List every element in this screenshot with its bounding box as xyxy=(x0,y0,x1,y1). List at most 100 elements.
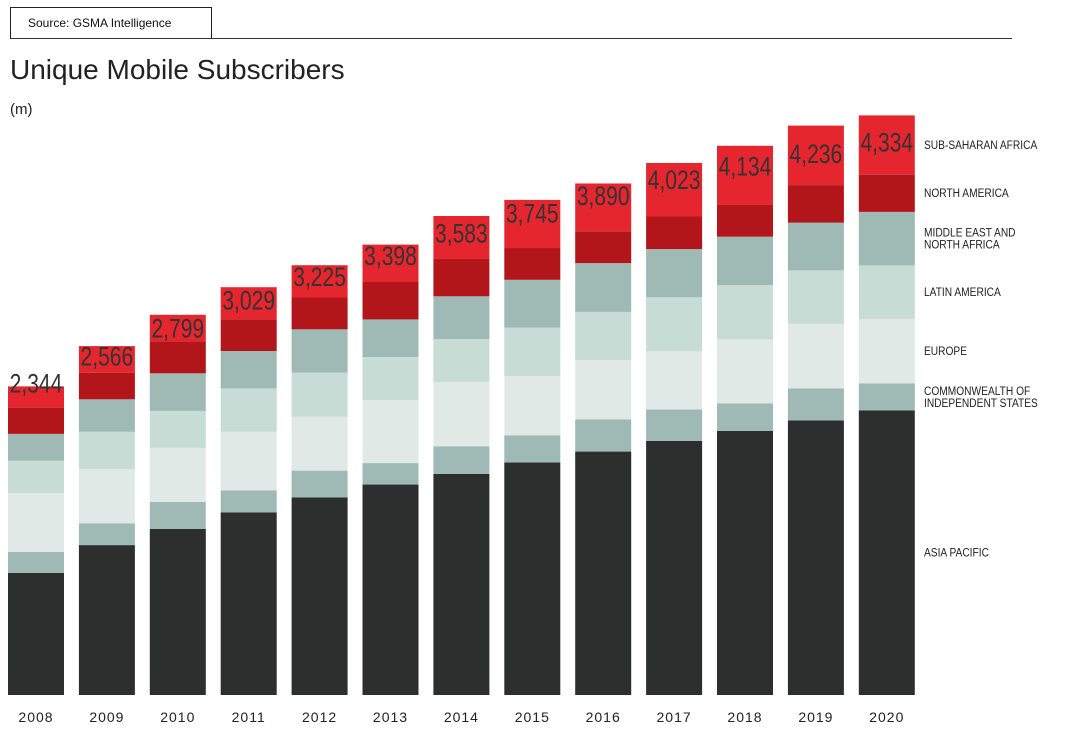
bar-segment-2019-asia-pacific xyxy=(787,420,844,695)
year-label-2016: 2016 xyxy=(586,709,621,725)
total-label-2008: 2,344 xyxy=(10,369,63,399)
bar-segment-2015-latin-america xyxy=(504,327,561,377)
bar-segment-2011-commonwealth-of-independent-states xyxy=(220,490,277,513)
legend-label-latin-america: LATIN AMERICA xyxy=(924,286,1001,299)
year-label-2014: 2014 xyxy=(444,709,479,725)
bar-segment-2019-sub-saharan-africa xyxy=(787,125,844,185)
bar-segment-2016-north-america xyxy=(575,231,632,264)
bar-segment-2012-latin-america xyxy=(291,372,348,417)
bar-segment-2009-sub-saharan-africa xyxy=(78,346,135,373)
bar-segment-2015-commonwealth-of-independent-states xyxy=(504,435,561,463)
bar-segment-2014-sub-saharan-africa xyxy=(433,216,490,259)
bar-segment-2008-sub-saharan-africa xyxy=(8,386,64,408)
bar-segment-2017-latin-america xyxy=(646,297,703,352)
bar-segment-2013-commonwealth-of-independent-states xyxy=(362,463,419,485)
year-label-2009: 2009 xyxy=(89,709,124,725)
bar-segment-2017-sub-saharan-africa xyxy=(646,163,703,217)
bar-segment-2009-north-america xyxy=(78,372,135,400)
bar-segment-2020-north-america xyxy=(858,174,915,212)
bar-segment-2013-north-america xyxy=(362,282,419,320)
bar-segment-2019-latin-america xyxy=(787,270,844,324)
bar-segment-2018-sub-saharan-africa xyxy=(717,145,773,205)
source-label: Source: GSMA Intelligence xyxy=(28,16,172,30)
legend-label-europe: EUROPE xyxy=(924,346,967,359)
legend-label-sub-saharan-africa: SUB-SAHARAN AFRICA xyxy=(924,139,1038,152)
bar-segment-2018-europe xyxy=(717,339,773,404)
total-label-2013: 3,398 xyxy=(364,241,417,271)
legend-label-middle-east-and: MIDDLE EAST AND xyxy=(924,227,1016,240)
bar-segment-2015-sub-saharan-africa xyxy=(504,199,561,249)
bar-segment-2012-middle-east-and-north-africa xyxy=(291,329,348,373)
bar-segment-2012-north-america xyxy=(291,297,348,330)
bar-segment-2013-latin-america xyxy=(362,357,419,400)
bar-segment-2012-sub-saharan-africa xyxy=(291,265,348,298)
total-label-2017: 4,023 xyxy=(648,166,701,196)
bar-segment-2011-middle-east-and-north-africa xyxy=(220,351,277,389)
bar-segment-2013-middle-east-and-north-africa xyxy=(362,319,419,357)
bar-segment-2018-commonwealth-of-independent-states xyxy=(717,403,773,431)
bar-segment-2017-europe xyxy=(646,351,703,410)
bar-segment-2015-middle-east-and-north-africa xyxy=(504,279,561,328)
bar-segment-2019-middle-east-and-north-africa xyxy=(787,222,844,271)
bar-segment-2011-europe xyxy=(220,431,277,491)
bar-segment-2019-north-america xyxy=(787,185,844,223)
bar-segment-2013-asia-pacific xyxy=(362,484,419,695)
bar-segment-2009-europe xyxy=(78,469,135,524)
bar-segment-2015-north-america xyxy=(504,248,561,280)
bar-segment-2011-north-america xyxy=(220,319,277,351)
bar-segment-2009-commonwealth-of-independent-states xyxy=(78,523,135,546)
total-label-2018: 4,134 xyxy=(719,152,772,182)
bar-segment-2009-middle-east-and-north-africa xyxy=(78,399,135,432)
bar-segment-2009-asia-pacific xyxy=(78,545,135,695)
bar-segment-2010-middle-east-and-north-africa xyxy=(149,373,206,411)
total-label-2010: 2,799 xyxy=(151,314,204,344)
legend-label-independent-states: INDEPENDENT STATES xyxy=(924,397,1038,410)
bar-segment-2020-latin-america xyxy=(858,265,915,319)
legend-label-north-america: NORTH AMERICA xyxy=(924,187,1009,200)
source-box: Source: GSMA Intelligence xyxy=(10,7,212,38)
year-label-2012: 2012 xyxy=(302,709,337,725)
bar-segment-2015-europe xyxy=(504,376,561,436)
year-label-2020: 2020 xyxy=(869,709,904,725)
total-label-2012: 3,225 xyxy=(293,262,346,292)
bar-segment-2008-asia-pacific xyxy=(8,573,64,695)
total-label-2014: 3,583 xyxy=(435,219,488,249)
bar-segment-2014-middle-east-and-north-africa xyxy=(433,296,490,340)
bar-segment-2008-latin-america xyxy=(8,460,64,494)
bar-segment-2013-sub-saharan-africa xyxy=(362,244,419,282)
header-divider xyxy=(10,38,1012,39)
bar-segment-2019-commonwealth-of-independent-states xyxy=(787,388,844,421)
bar-segment-2018-middle-east-and-north-africa xyxy=(717,236,773,286)
bar-segment-2010-sub-saharan-africa xyxy=(149,314,206,342)
legend-label-commonwealth-of: COMMONWEALTH OF xyxy=(924,385,1030,398)
bar-segment-2018-north-america xyxy=(717,204,773,237)
bar-segment-2008-north-america xyxy=(8,407,64,434)
total-label-2011: 3,029 xyxy=(222,286,275,316)
bar-segment-2008-middle-east-and-north-africa xyxy=(8,434,64,461)
total-label-2016: 3,890 xyxy=(577,182,630,212)
bar-segment-2017-commonwealth-of-independent-states xyxy=(646,409,703,441)
bar-segment-2010-asia-pacific xyxy=(149,528,206,695)
bar-segment-2010-europe xyxy=(149,447,206,502)
bar-segment-2016-sub-saharan-africa xyxy=(575,183,632,232)
legend-label-asia-pacific: ASIA PACIFIC xyxy=(924,547,989,560)
bar-segment-2012-asia-pacific xyxy=(291,497,348,695)
total-label-2015: 3,745 xyxy=(506,199,559,229)
bar-segment-2010-commonwealth-of-independent-states xyxy=(149,502,206,529)
bar-segment-2009-latin-america xyxy=(78,431,135,470)
bar-segment-2020-asia-pacific xyxy=(858,410,915,695)
bar-segment-2011-latin-america xyxy=(220,388,277,432)
bar-segment-2010-north-america xyxy=(149,341,206,374)
bar-segment-2012-europe xyxy=(291,416,348,471)
bar-segment-2014-north-america xyxy=(433,258,490,297)
bar-segment-2017-middle-east-and-north-africa xyxy=(646,249,703,298)
bar-segment-2014-commonwealth-of-independent-states xyxy=(433,446,490,474)
bar-segment-2010-latin-america xyxy=(149,410,206,448)
year-label-2017: 2017 xyxy=(657,709,692,725)
legend-label-north-africa: NORTH AFRICA xyxy=(924,239,1000,252)
bar-segment-2020-sub-saharan-africa xyxy=(858,115,915,175)
bar-segment-2019-europe xyxy=(787,323,844,389)
total-label-2019: 4,236 xyxy=(790,140,843,170)
bar-segment-2016-europe xyxy=(575,360,632,420)
